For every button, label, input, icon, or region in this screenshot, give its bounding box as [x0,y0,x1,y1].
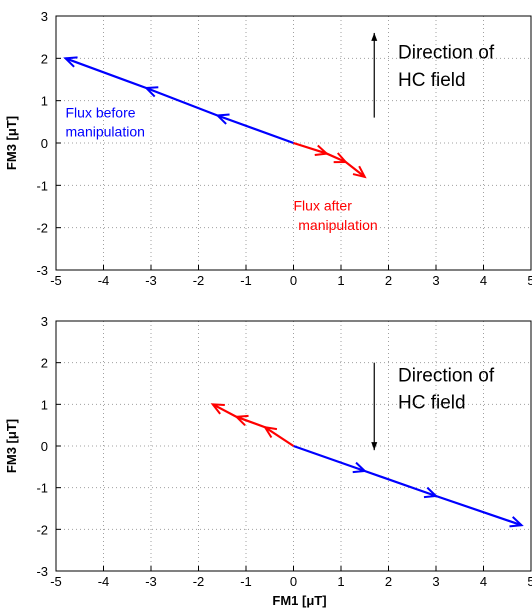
x-tick-label: -1 [240,574,252,589]
y-tick-label: -1 [36,178,48,193]
x-tick-label: -4 [98,273,110,288]
x-tick-label: 3 [432,273,439,288]
x-axis-label: FM1 [μT] [272,593,326,608]
field-arrowhead [371,32,378,41]
x-tick-label: 1 [337,273,344,288]
series-line [293,141,366,178]
x-tick-label: 0 [290,273,297,288]
x-tick-label: 5 [527,574,532,589]
x-tick-label: 2 [385,574,392,589]
series-arrowhead [63,56,78,68]
annotation-text: HC field [398,393,466,414]
series-arrowhead [262,425,278,439]
series-flux-before [293,444,524,528]
series-arrowhead [509,516,524,528]
y-tick-label: -2 [36,522,48,537]
series-arrowhead [215,113,230,125]
y-tick-label: -2 [36,221,48,236]
chart-panel-2: -5 -4 -3 -2 -1 0 1 2 3 4 5 -3 -2 -1 0 1 2 3 FM3 [μT] FM1 [μ… [4,314,532,608]
x-tick-label: 0 [290,574,297,589]
y-tick-label: 3 [41,9,48,24]
x-tick-label: -2 [193,574,205,589]
series-arrowhead [333,152,348,164]
x-tick-label: 4 [480,574,487,589]
series-flux-after [210,403,295,447]
x-tick-label: 1 [337,574,344,589]
series-line [293,444,522,527]
y-tick-label: 3 [41,314,48,329]
annotation-text: manipulation [298,217,377,233]
x-tick-label: -5 [50,574,62,589]
x-tick-label: -3 [145,574,157,589]
series-flux-before [63,56,294,145]
x-tick-label: 2 [385,273,392,288]
field-arrowhead [371,442,378,451]
y-tick-label: 2 [41,356,48,371]
series-arrowhead [352,165,367,179]
annotation-text: Flux before [66,105,136,121]
series-line [65,57,294,145]
series-arrowhead [210,403,225,415]
x-tick-label: -1 [240,273,252,288]
y-tick-label: -3 [36,564,48,579]
series-arrowhead [352,461,368,474]
y-tick-label: 2 [41,51,48,66]
series-line [212,403,295,447]
x-tick-label: -5 [50,273,62,288]
annotation-text: HC field [398,70,466,91]
y-tick-label: -3 [36,263,48,278]
y-tick-label: 0 [41,136,48,151]
y-tick-label: 1 [41,94,48,109]
chart-panel-1: -5 -4 -3 -2 -1 0 1 2 3 4 5 -3 -2 -1 0 1 2 3 FM3 [μT] Flux b… [4,9,532,288]
y-axis-label: FM3 [μT] [4,419,19,473]
series-flux-after [293,141,367,179]
x-tick-label: 3 [432,574,439,589]
series-arrowhead [423,486,439,499]
series-arrowhead [234,414,249,427]
x-tick-label: 4 [480,273,487,288]
annotation-text: Direction of [398,365,495,386]
x-tick-label: -4 [98,574,110,589]
y-tick-label: 0 [41,439,48,454]
x-tick-label: -3 [145,273,157,288]
y-axis-label: FM3 [μT] [4,116,19,170]
y-tick-label: -1 [36,481,48,496]
series-arrowhead [314,144,330,157]
y-tick-label: 1 [41,397,48,412]
x-tick-label: -2 [193,273,205,288]
series-arrowhead [143,86,159,98]
x-tick-label: 5 [527,273,532,288]
annotation-text: manipulation [66,124,145,140]
annotation-text: Flux after [294,198,353,214]
annotation-text: Direction of [398,42,495,63]
